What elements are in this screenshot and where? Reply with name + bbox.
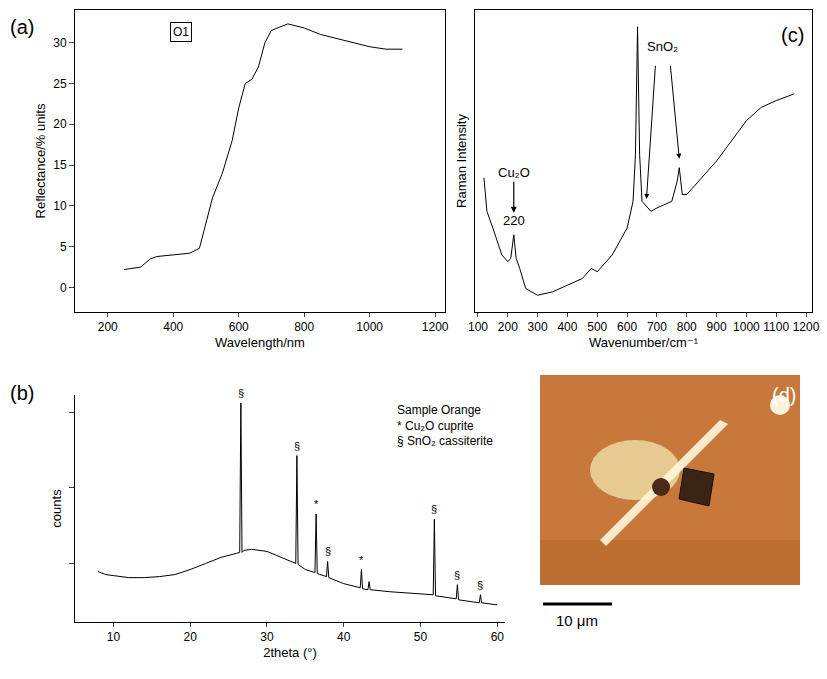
svg-text:1200: 1200 xyxy=(422,320,449,334)
svg-text:(c): (c) xyxy=(781,24,804,46)
svg-text:800: 800 xyxy=(294,320,314,334)
svg-text:Reflectance/% units: Reflectance/% units xyxy=(33,103,48,218)
svg-text:(a): (a) xyxy=(10,16,34,38)
svg-text:200: 200 xyxy=(498,320,518,334)
svg-text:2theta (°): 2theta (°) xyxy=(263,645,317,660)
svg-text:900: 900 xyxy=(707,320,727,334)
svg-text:10: 10 xyxy=(107,630,121,644)
svg-text:1100: 1100 xyxy=(763,320,789,334)
svg-text:30: 30 xyxy=(260,630,274,644)
svg-text:(d): (d) xyxy=(772,384,796,406)
svg-text:500: 500 xyxy=(587,320,607,334)
svg-text:25: 25 xyxy=(53,77,67,91)
svg-text:30: 30 xyxy=(53,36,67,50)
svg-text:§: § xyxy=(454,569,460,581)
svg-text:§: § xyxy=(325,545,331,557)
svg-text:600: 600 xyxy=(617,320,637,334)
svg-text:5: 5 xyxy=(60,240,67,254)
svg-text:§: § xyxy=(294,440,300,452)
svg-text:700: 700 xyxy=(647,320,667,334)
svg-text:Sample Orange* Cu₂O cuprite§ S: Sample Orange* Cu₂O cuprite§ SnO₂ cassit… xyxy=(397,403,493,448)
svg-text:400: 400 xyxy=(163,320,183,334)
svg-text:10 μm: 10 μm xyxy=(556,612,598,629)
svg-text:60: 60 xyxy=(491,630,505,644)
svg-text:Wavenumber/cm⁻¹: Wavenumber/cm⁻¹ xyxy=(589,335,699,350)
svg-text:15: 15 xyxy=(53,158,67,172)
svg-text:10: 10 xyxy=(53,199,67,213)
svg-text:Cu₂O: Cu₂O xyxy=(498,165,530,180)
svg-text:20: 20 xyxy=(53,117,67,131)
svg-text:*: * xyxy=(359,554,364,566)
svg-text:20: 20 xyxy=(184,630,198,644)
svg-text:Raman Intensity: Raman Intensity xyxy=(454,114,469,208)
svg-text:200: 200 xyxy=(98,320,118,334)
svg-text:400: 400 xyxy=(557,320,577,334)
svg-text:300: 300 xyxy=(528,320,548,334)
svg-text:1000: 1000 xyxy=(733,320,760,334)
svg-text:§: § xyxy=(477,579,483,591)
svg-text:O1: O1 xyxy=(173,25,189,39)
svg-text:100: 100 xyxy=(468,320,488,334)
svg-text:counts: counts xyxy=(49,489,64,528)
svg-text:§: § xyxy=(238,387,244,399)
svg-text:(b): (b) xyxy=(10,382,34,404)
svg-text:1200: 1200 xyxy=(793,320,820,334)
svg-text:*: * xyxy=(314,498,319,510)
svg-text:50: 50 xyxy=(414,630,428,644)
svg-text:600: 600 xyxy=(229,320,249,334)
svg-text:SnO₂: SnO₂ xyxy=(647,39,678,54)
svg-text:800: 800 xyxy=(677,320,697,334)
svg-text:40: 40 xyxy=(337,630,351,644)
svg-text:1000: 1000 xyxy=(356,320,383,334)
svg-text:Wavelength/nm: Wavelength/nm xyxy=(215,335,305,350)
svg-text:§: § xyxy=(431,503,437,515)
svg-text:0: 0 xyxy=(60,281,67,295)
svg-text:220: 220 xyxy=(503,213,525,228)
